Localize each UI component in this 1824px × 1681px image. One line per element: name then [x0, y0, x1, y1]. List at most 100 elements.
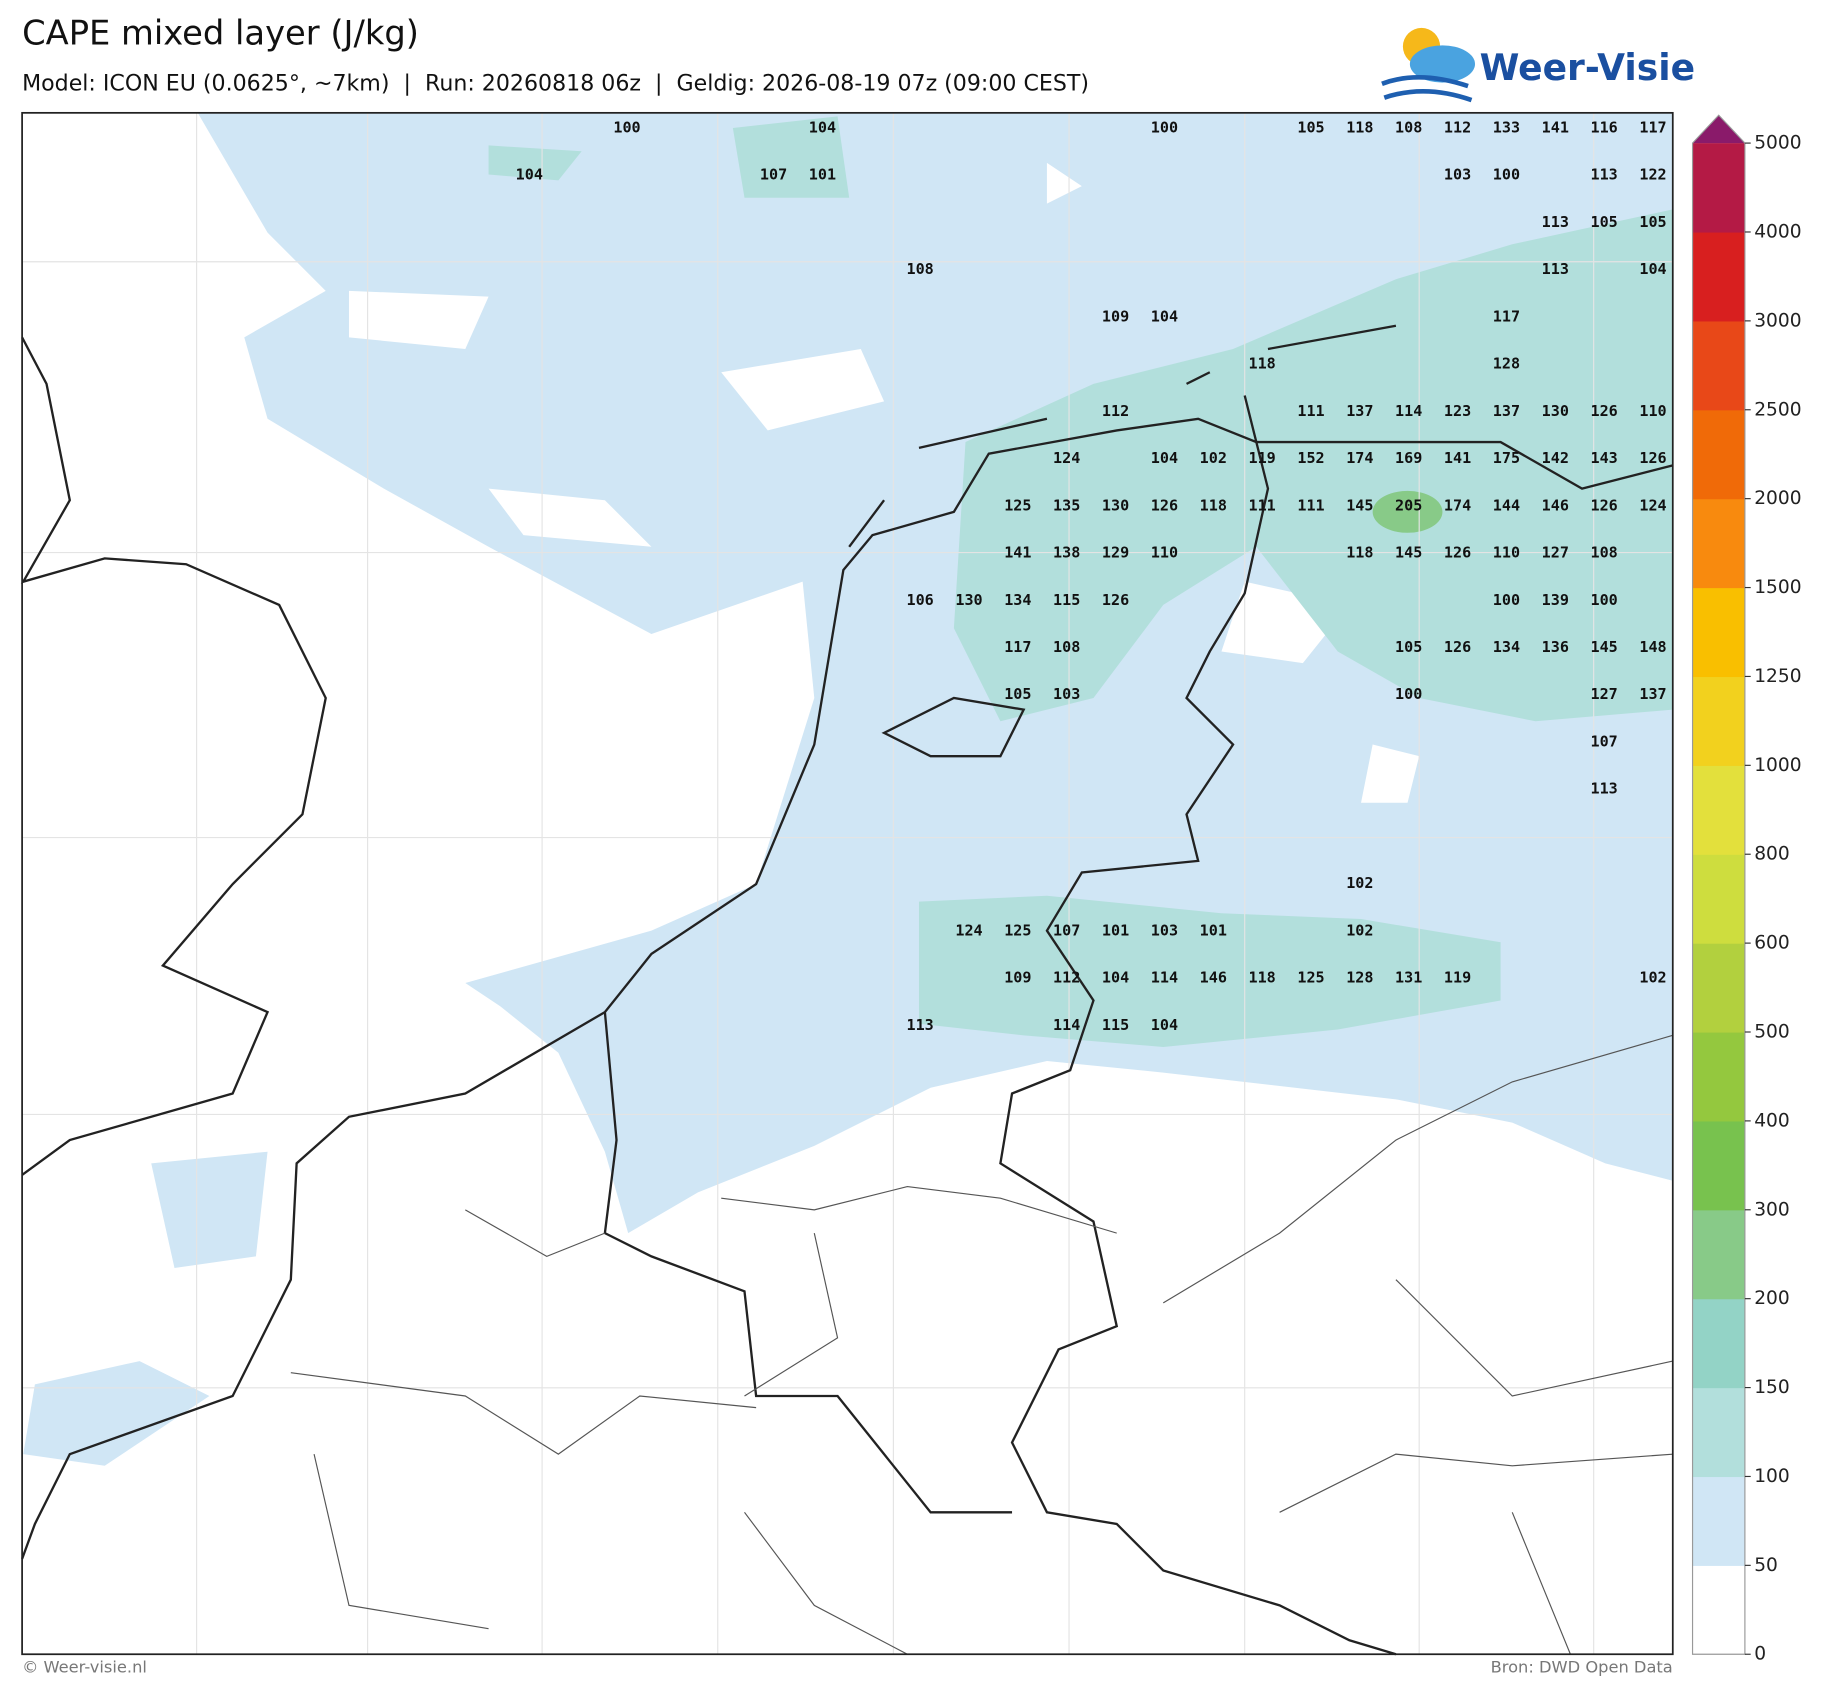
colorbar-band [1692, 498, 1745, 589]
cape-value-label: 110 [1639, 402, 1666, 420]
cape-value-label: 100 [1590, 591, 1617, 609]
colorbar-band [1692, 231, 1745, 322]
cape-value-label: 112 [1102, 402, 1129, 420]
cape-value-label: 112 [1444, 118, 1471, 136]
cape-value-label: 130 [955, 591, 982, 609]
colorbar-band [1692, 1120, 1745, 1211]
cape-value-label: 119 [1248, 449, 1275, 467]
cape-value-label: 169 [1395, 449, 1422, 467]
colorbar-tick-label: 600 [1754, 933, 1790, 954]
cape-value-label: 114 [1151, 969, 1178, 987]
cape-value-label: 115 [1102, 1016, 1129, 1034]
cape-value-label: 145 [1590, 638, 1617, 656]
cape-value-label: 104 [1639, 260, 1666, 278]
cape-value-label: 118 [1248, 355, 1275, 373]
cape-value-label: 125 [1004, 921, 1031, 939]
cape-value-label: 101 [1102, 921, 1129, 939]
cape-value-label: 142 [1542, 449, 1569, 467]
cape-value-label: 114 [1053, 1016, 1080, 1034]
colorbar-tick-label: 1500 [1754, 577, 1801, 598]
cape-value-label: 104 [1151, 1016, 1178, 1034]
colorbar-tick-label: 1000 [1754, 755, 1801, 776]
cape-value-label: 117 [1639, 118, 1666, 136]
cape-value-label: 106 [906, 591, 933, 609]
cape-value-label: 113 [906, 1016, 933, 1034]
cape-value-label: 102 [1639, 969, 1666, 987]
footer-left: © Weer-visie.nl [22, 1658, 147, 1677]
cape-value-label: 110 [1493, 544, 1520, 562]
colorbar: 0 50 100 150 200 300 400 500 600 800 1000 1250 1500 2… [1691, 114, 1802, 1665]
cape-value-label: 100 [613, 118, 640, 136]
colorbar-band [1692, 765, 1745, 855]
colorbar-tick-label: 300 [1754, 1199, 1790, 1220]
cape-value-label: 128 [1346, 969, 1373, 987]
colorbar-tick-label: 200 [1754, 1288, 1790, 1309]
cape-value-label: 104 [1151, 449, 1178, 467]
colorbar-band [1692, 943, 1745, 1033]
colorbar-tick-label: 1250 [1754, 666, 1801, 687]
cape-value-label: 174 [1346, 449, 1373, 467]
colorbar-tick-label: 150 [1754, 1377, 1790, 1398]
cape-value-label: 134 [1493, 638, 1520, 656]
cape-value-label: 136 [1542, 638, 1569, 656]
cape-value-label: 103 [1444, 166, 1471, 184]
map-frame [21, 111, 1674, 1656]
cape-value-label: 105 [1639, 213, 1666, 231]
cape-value-label: 117 [1493, 307, 1520, 325]
cape-value-label: 108 [1590, 544, 1617, 562]
cape-value-label: 112 [1053, 969, 1080, 987]
cape-value-label: 105 [1590, 213, 1617, 231]
cape-value-label: 130 [1102, 496, 1129, 514]
colorbar-tick-label: 2500 [1754, 399, 1801, 420]
colorbar-frame [1691, 114, 1746, 1655]
cape-value-label: 109 [1102, 307, 1129, 325]
cape-100-150 [488, 116, 1501, 1047]
cape-value-label: 129 [1102, 544, 1129, 562]
colorbar-band [1692, 1387, 1745, 1478]
cape-value-label: 124 [1639, 496, 1666, 514]
cape-value-label: 141 [1444, 449, 1471, 467]
cape-value-label: 113 [1542, 260, 1569, 278]
cape-value-label: 113 [1590, 780, 1617, 798]
cape-200-300 [1372, 490, 1443, 533]
cape-value-label: 108 [906, 260, 933, 278]
cape-value-label: 100 [1151, 118, 1178, 136]
cape-value-label: 114 [1395, 402, 1422, 420]
cape-value-label: 126 [1151, 496, 1178, 514]
colorbar-tick-label: 50 [1754, 1555, 1778, 1576]
cape-value-label: 143 [1590, 449, 1617, 467]
colorbar-band [1692, 143, 1745, 233]
colorbar-band [1692, 1209, 1745, 1300]
colorbar-tick-label: 500 [1754, 1022, 1790, 1043]
cape-value-label: 145 [1346, 496, 1373, 514]
colorbar-tick-label: 4000 [1754, 221, 1801, 242]
cape-value-label: 118 [1346, 118, 1373, 136]
cape-value-label: 126 [1639, 449, 1666, 467]
cape-value-label: 124 [1053, 449, 1080, 467]
logo-text: Weer-Visie [1480, 47, 1695, 89]
colorbar-band [1692, 409, 1745, 500]
cape-value-label: 137 [1346, 402, 1373, 420]
cape-value-label: 137 [1493, 402, 1520, 420]
cape-value-label: 118 [1200, 496, 1227, 514]
cape-value-label: 119 [1444, 969, 1471, 987]
cape-value-label: 137 [1639, 685, 1666, 703]
cape-value-label: 109 [1004, 969, 1031, 987]
cape-value-label: 101 [1200, 921, 1227, 939]
title: CAPE mixed layer (J/kg) [22, 13, 419, 52]
cape-value-label: 148 [1639, 638, 1666, 656]
colorbar-band [1692, 587, 1745, 678]
cape-value-label: 125 [1004, 496, 1031, 514]
cape-value-label: 104 [809, 118, 836, 136]
cape-value-label: 100 [1395, 685, 1422, 703]
cape-value-label: 102 [1346, 874, 1373, 892]
cape-value-label: 102 [1346, 921, 1373, 939]
cape-value-label: 107 [760, 166, 787, 184]
cape-value-label: 126 [1444, 638, 1471, 656]
colorbar-band [1692, 1476, 1745, 1566]
cape-value-label: 113 [1542, 213, 1569, 231]
cape-value-label: 146 [1200, 969, 1227, 987]
cape-value-label: 108 [1053, 638, 1080, 656]
cape-value-label: 113 [1590, 166, 1617, 184]
